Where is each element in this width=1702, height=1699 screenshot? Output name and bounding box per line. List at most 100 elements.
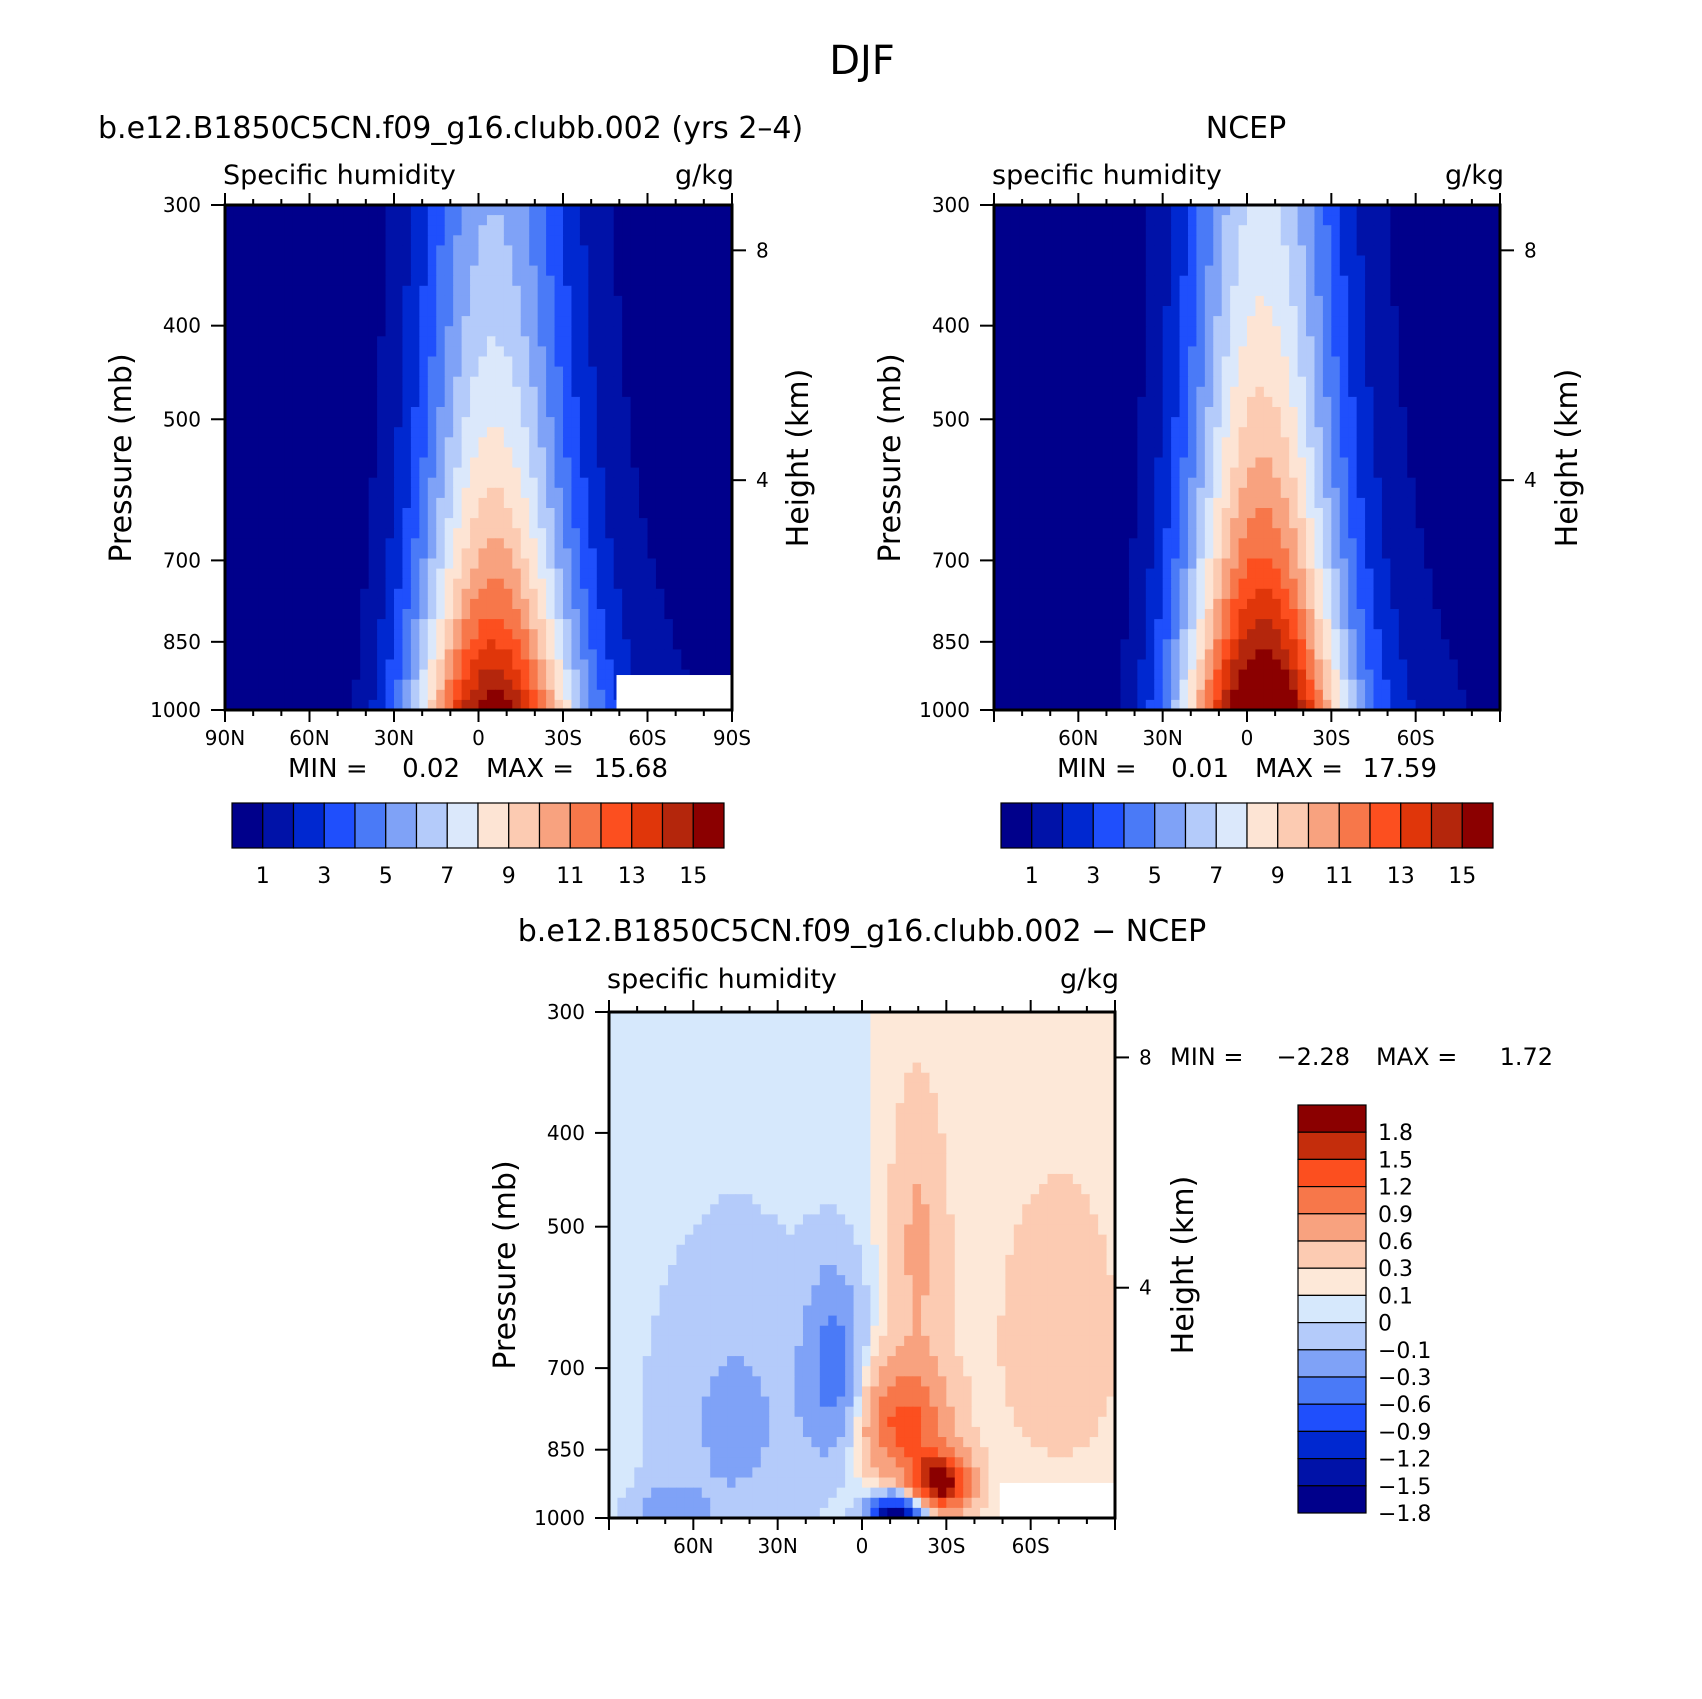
field-cell <box>317 609 327 620</box>
field-cell <box>546 609 556 620</box>
field-cell <box>1221 215 1231 226</box>
field-cell <box>1440 316 1450 327</box>
field-cell <box>1474 487 1484 499</box>
field-cell <box>1449 285 1459 297</box>
field-cell <box>596 508 606 519</box>
field-cell <box>410 295 420 307</box>
field-cell <box>326 619 336 630</box>
field-cell <box>250 588 260 600</box>
field-cell <box>394 528 404 539</box>
field-cell <box>1466 235 1476 246</box>
field-cell <box>1331 467 1341 479</box>
field-cell <box>427 306 437 317</box>
field-cell <box>478 295 488 307</box>
field-cell <box>537 386 547 398</box>
field-cell <box>284 639 294 650</box>
field-cell <box>1322 386 1332 398</box>
field-cell <box>994 346 1004 358</box>
field-cell <box>317 205 327 216</box>
field-cell <box>419 235 429 246</box>
field-cell <box>1322 518 1332 529</box>
field-cell <box>394 255 404 267</box>
field-cell <box>301 366 311 378</box>
field-cell <box>622 265 632 277</box>
field-cell <box>1112 205 1122 216</box>
field-cell <box>613 487 623 499</box>
field-cell <box>1457 508 1467 519</box>
field-cell <box>394 457 404 469</box>
field-cell <box>1297 306 1307 317</box>
field-cell <box>1373 225 1383 236</box>
field-cell <box>233 558 243 570</box>
field-cell <box>1491 356 1501 368</box>
field-cell <box>512 659 522 671</box>
field-cell <box>622 437 632 448</box>
field-cell <box>1204 346 1214 358</box>
field-cell <box>1474 518 1484 529</box>
field-cell <box>1449 215 1459 226</box>
field-cell <box>1407 417 1417 428</box>
field-cell <box>385 356 395 368</box>
field-cell <box>1078 497 1088 509</box>
field-cell <box>512 588 522 600</box>
field-cell <box>1145 396 1155 408</box>
field-cell <box>723 659 733 671</box>
field-cell <box>1171 316 1181 327</box>
field-cell <box>1483 245 1493 257</box>
field-cell <box>639 275 649 287</box>
field-cell <box>1297 376 1307 388</box>
field-cell <box>250 407 260 418</box>
field-cell <box>579 326 589 337</box>
field-cell <box>1187 497 1197 509</box>
field-cell <box>267 598 277 610</box>
field-cell <box>275 447 285 459</box>
field-cell <box>1187 346 1197 358</box>
field-cell <box>436 639 446 650</box>
field-cell <box>1356 205 1366 216</box>
field-cell <box>360 609 370 620</box>
field-cell <box>1373 235 1383 246</box>
field-cell <box>1373 326 1383 337</box>
field-cell <box>1221 245 1231 257</box>
field-cell <box>267 225 277 236</box>
field-cell <box>1204 215 1214 226</box>
field-cell <box>1010 376 1020 388</box>
field-cell <box>1322 265 1332 277</box>
field-cell <box>267 619 277 630</box>
field-cell <box>284 669 294 681</box>
field-cell <box>250 548 260 560</box>
field-cell <box>1019 215 1029 226</box>
field-cell <box>1010 306 1020 317</box>
field-cell <box>317 588 327 600</box>
field-cell <box>478 699 488 711</box>
field-cell <box>1415 407 1425 418</box>
field-cell <box>275 285 285 297</box>
field-cell <box>377 477 387 489</box>
field-cell <box>664 578 674 590</box>
field-cell <box>1466 265 1476 277</box>
field-cell <box>613 568 623 580</box>
field-cell <box>470 649 480 661</box>
field-cell <box>343 225 353 236</box>
field-cell <box>554 205 564 216</box>
field-cell <box>410 417 420 428</box>
field-cell <box>1137 306 1147 317</box>
field-cell <box>436 497 446 509</box>
field-cell <box>326 235 336 246</box>
field-cell <box>1162 417 1172 428</box>
field-cell <box>1213 316 1223 327</box>
field-cell <box>1314 386 1324 398</box>
field-cell <box>461 326 471 337</box>
field-cell <box>478 558 488 570</box>
field-cell <box>394 386 404 398</box>
field-cell <box>554 386 564 398</box>
field-cell <box>706 326 716 337</box>
field-cell <box>1128 407 1138 418</box>
field-cell <box>1280 295 1290 307</box>
field-cell <box>225 275 235 287</box>
field-cell <box>503 386 513 398</box>
field-cell <box>360 548 370 560</box>
field-cell <box>410 497 420 509</box>
field-cell <box>546 447 556 459</box>
field-cell <box>1390 396 1400 408</box>
